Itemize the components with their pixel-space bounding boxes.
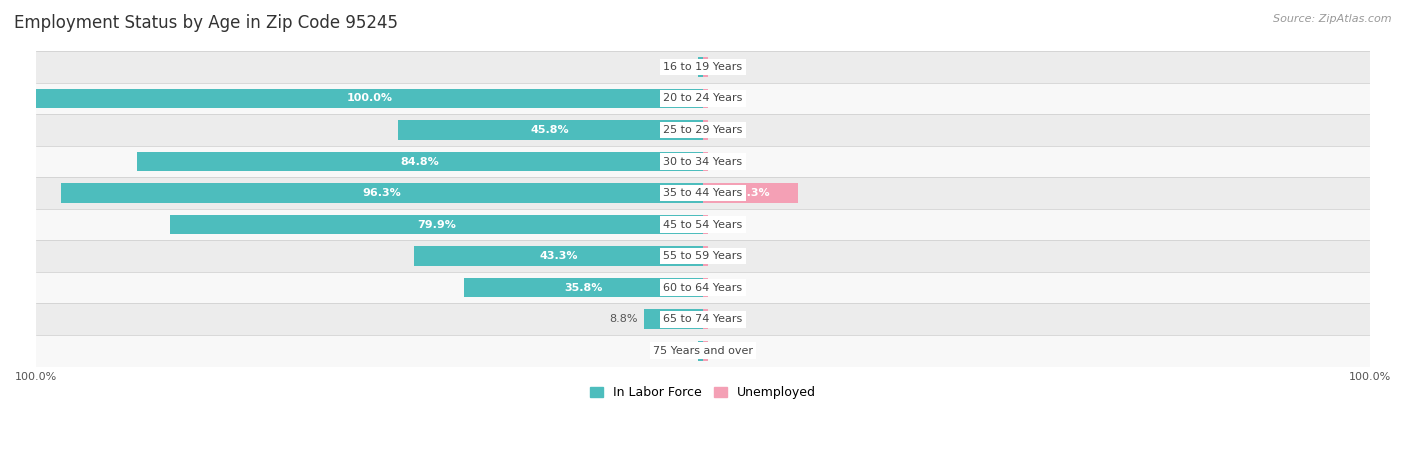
Text: 45.8%: 45.8%	[531, 125, 569, 135]
Bar	[37, 335, 1369, 367]
Bar	[37, 177, 1369, 209]
Text: 65 to 74 Years: 65 to 74 Years	[664, 314, 742, 324]
Text: 8.8%: 8.8%	[609, 314, 638, 324]
Bar	[37, 304, 1369, 335]
Bar	[138, 152, 703, 171]
Text: 0.0%: 0.0%	[716, 220, 744, 230]
Bar	[37, 51, 1369, 83]
Bar	[170, 215, 703, 235]
Bar	[703, 183, 799, 203]
Bar	[703, 89, 709, 108]
Text: 45 to 54 Years: 45 to 54 Years	[664, 220, 742, 230]
Bar	[37, 209, 1369, 240]
Text: 0.0%: 0.0%	[716, 62, 744, 72]
Bar	[644, 309, 703, 329]
Bar	[398, 120, 703, 140]
Bar	[703, 309, 709, 329]
Text: Source: ZipAtlas.com: Source: ZipAtlas.com	[1274, 14, 1392, 23]
Bar	[415, 246, 703, 266]
Bar	[37, 146, 1369, 177]
Text: 0.0%: 0.0%	[716, 93, 744, 103]
Text: 0.0%: 0.0%	[716, 346, 744, 356]
Text: 55 to 59 Years: 55 to 59 Years	[664, 251, 742, 261]
Bar	[60, 183, 703, 203]
Text: 0.0%: 0.0%	[716, 283, 744, 293]
Text: 0.0%: 0.0%	[662, 62, 690, 72]
Text: 30 to 34 Years: 30 to 34 Years	[664, 156, 742, 166]
Legend: In Labor Force, Unemployed: In Labor Force, Unemployed	[585, 382, 821, 405]
Bar	[703, 278, 709, 298]
Text: 0.0%: 0.0%	[716, 156, 744, 166]
Text: 84.8%: 84.8%	[401, 156, 440, 166]
Text: 35.8%: 35.8%	[564, 283, 603, 293]
Bar	[37, 272, 1369, 304]
Text: 35 to 44 Years: 35 to 44 Years	[664, 188, 742, 198]
Bar	[37, 114, 1369, 146]
Text: 75 Years and over: 75 Years and over	[652, 346, 754, 356]
Bar	[697, 341, 703, 361]
Bar	[464, 278, 703, 298]
Text: 0.0%: 0.0%	[662, 346, 690, 356]
Text: 16 to 19 Years: 16 to 19 Years	[664, 62, 742, 72]
Bar	[697, 57, 703, 77]
Text: 96.3%: 96.3%	[363, 188, 401, 198]
Text: 20 to 24 Years: 20 to 24 Years	[664, 93, 742, 103]
Bar	[703, 152, 709, 171]
Text: 25 to 29 Years: 25 to 29 Years	[664, 125, 742, 135]
Text: 60 to 64 Years: 60 to 64 Years	[664, 283, 742, 293]
Bar	[703, 246, 709, 266]
Bar	[37, 83, 1369, 114]
Bar	[37, 240, 1369, 272]
Text: 0.0%: 0.0%	[716, 314, 744, 324]
Bar	[703, 341, 709, 361]
Text: 0.0%: 0.0%	[716, 251, 744, 261]
Text: Employment Status by Age in Zip Code 95245: Employment Status by Age in Zip Code 952…	[14, 14, 398, 32]
Text: 79.9%: 79.9%	[418, 220, 456, 230]
Text: 100.0%: 100.0%	[346, 93, 392, 103]
Text: 14.3%: 14.3%	[731, 188, 770, 198]
Bar	[703, 57, 709, 77]
Text: 43.3%: 43.3%	[540, 251, 578, 261]
Text: 0.0%: 0.0%	[716, 125, 744, 135]
Bar	[37, 89, 703, 108]
Bar	[703, 120, 709, 140]
Bar	[703, 215, 709, 235]
